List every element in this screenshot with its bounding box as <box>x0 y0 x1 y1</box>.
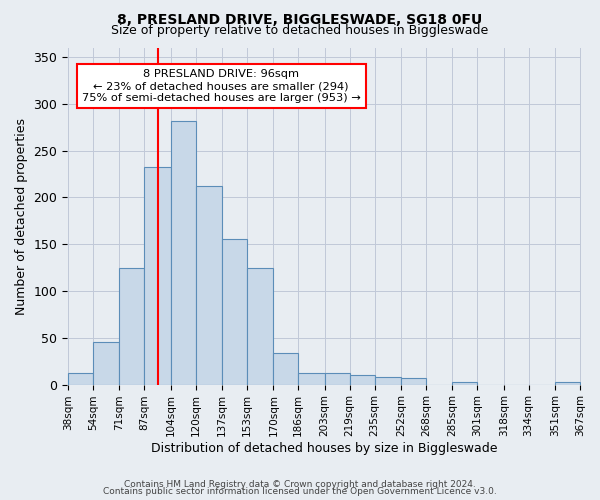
Bar <box>222 240 247 384</box>
Bar <box>374 377 401 384</box>
Bar <box>274 353 298 384</box>
Y-axis label: Number of detached properties: Number of detached properties <box>15 118 28 314</box>
Bar <box>555 382 580 384</box>
Bar <box>68 374 93 384</box>
Bar <box>401 378 426 384</box>
Text: Contains HM Land Registry data © Crown copyright and database right 2024.: Contains HM Land Registry data © Crown c… <box>124 480 476 489</box>
Bar <box>93 342 119 384</box>
Bar <box>298 374 325 384</box>
Text: 8, PRESLAND DRIVE, BIGGLESWADE, SG18 0FU: 8, PRESLAND DRIVE, BIGGLESWADE, SG18 0FU <box>118 12 482 26</box>
Text: Contains public sector information licensed under the Open Government Licence v3: Contains public sector information licen… <box>103 488 497 496</box>
Bar <box>452 382 477 384</box>
Bar <box>119 268 144 384</box>
Bar <box>247 268 274 384</box>
Text: Size of property relative to detached houses in Biggleswade: Size of property relative to detached ho… <box>112 24 488 37</box>
Bar <box>170 120 196 384</box>
Bar <box>196 186 222 384</box>
Bar <box>325 374 350 384</box>
X-axis label: Distribution of detached houses by size in Biggleswade: Distribution of detached houses by size … <box>151 442 497 455</box>
Text: 8 PRESLAND DRIVE: 96sqm
← 23% of detached houses are smaller (294)
75% of semi-d: 8 PRESLAND DRIVE: 96sqm ← 23% of detache… <box>82 70 361 102</box>
Bar <box>144 168 170 384</box>
Bar <box>350 375 374 384</box>
